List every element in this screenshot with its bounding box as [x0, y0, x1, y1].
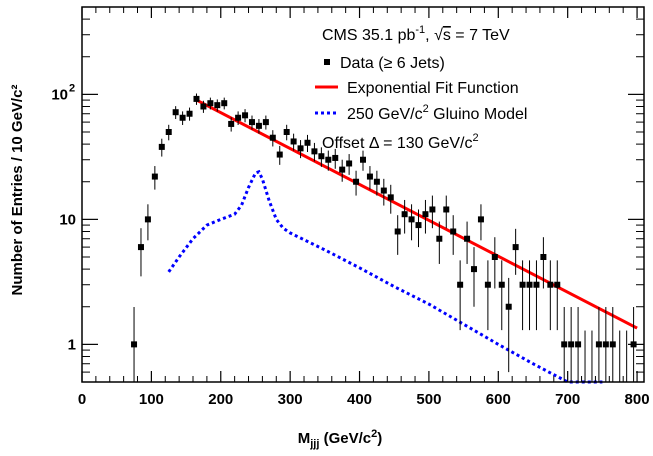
- data-point: [415, 222, 422, 229]
- data-point: [450, 228, 457, 235]
- data-point: [366, 173, 373, 180]
- data-point: [443, 206, 450, 213]
- offset-label: Offset Δ = 130 GeV/c2: [322, 132, 479, 152]
- data-point: [172, 109, 179, 116]
- data-point: [283, 129, 290, 135]
- legend-label-data: Data (≥ 6 Jets): [340, 55, 445, 72]
- data-point: [429, 206, 436, 213]
- data-point: [533, 281, 540, 288]
- data-point: [554, 281, 561, 288]
- data-point: [464, 235, 471, 242]
- data-point: [179, 114, 186, 121]
- x-tick-label: 700: [555, 391, 580, 408]
- data-point: [561, 341, 568, 348]
- y-tick-label: 10: [51, 86, 68, 103]
- data-point: [158, 143, 165, 150]
- data-point: [297, 145, 304, 152]
- data-point: [595, 341, 602, 348]
- data-point: [498, 281, 505, 288]
- data-point: [325, 156, 332, 163]
- data-point: [346, 160, 353, 167]
- x-axis-title: Mjjj (GeV/c2): [298, 428, 382, 450]
- data-point: [339, 166, 346, 173]
- data-point: [137, 244, 144, 251]
- data-point: [609, 341, 616, 348]
- data-point: [401, 211, 408, 218]
- data-point: [484, 281, 491, 288]
- x-tick-label: 500: [416, 391, 441, 408]
- data-point: [353, 178, 360, 185]
- gluino-model-line: [167, 169, 603, 384]
- data-point: [228, 120, 235, 127]
- data-point: [235, 114, 242, 121]
- data-point: [304, 139, 311, 146]
- data-point: [186, 110, 193, 117]
- data-point: [290, 138, 297, 145]
- y-tick-exponent: 2: [69, 82, 75, 94]
- data-point: [255, 122, 262, 129]
- data-point: [318, 153, 325, 160]
- x-tick-label: 0: [78, 391, 86, 408]
- data-point: [262, 119, 269, 126]
- data-point: [568, 341, 575, 348]
- x-tick-label: 300: [278, 391, 303, 408]
- data-point: [214, 102, 221, 109]
- x-tick-label: 400: [347, 391, 372, 408]
- y-tick-label: 10: [59, 211, 76, 228]
- y-tick-label: 1: [68, 336, 76, 353]
- data-point: [380, 187, 387, 194]
- data-point: [394, 228, 401, 235]
- legend: CMS 35.1 pb-1, √s = 7 TeV Data (≥ 6 Jets…: [315, 24, 527, 152]
- data-point: [575, 341, 582, 348]
- data-point: [311, 148, 318, 155]
- x-tick-label: 800: [625, 391, 650, 408]
- data-point: [519, 281, 526, 288]
- data-point: [387, 194, 394, 201]
- data-point: [144, 216, 151, 223]
- data-point: [540, 254, 547, 260]
- legend-label-gluino: 250 GeV/c2 Gluino Model: [347, 103, 527, 123]
- data-point: [165, 129, 172, 135]
- data-point: [422, 211, 429, 218]
- data-point: [242, 112, 249, 119]
- data-point: [221, 100, 228, 107]
- data-point: [505, 303, 512, 310]
- data-point: [193, 95, 200, 102]
- data-point: [547, 281, 554, 288]
- data-point: [436, 235, 443, 242]
- y-axis-title: Number of Entries / 10 GeV/c²: [9, 85, 26, 296]
- x-tick-label: 200: [208, 391, 233, 408]
- data-point: [269, 134, 276, 141]
- data-point: [408, 216, 415, 223]
- x-tick-label: 100: [139, 391, 164, 408]
- data-point: [477, 216, 484, 223]
- data-point: [276, 151, 283, 158]
- data-point: [360, 156, 366, 163]
- legend-label-fit: Exponential Fit Function: [347, 80, 519, 97]
- data-point: [131, 341, 138, 348]
- data-point: [491, 254, 498, 260]
- data-point: [151, 173, 158, 180]
- series-layer: [131, 93, 638, 384]
- data-point: [207, 100, 214, 107]
- data-point: [200, 103, 207, 110]
- legend-header: CMS 35.1 pb-1, √s = 7 TeV: [322, 24, 510, 44]
- x-tick-label: 600: [486, 391, 511, 408]
- data-point: [471, 266, 478, 273]
- data-point: [457, 281, 464, 288]
- legend-marker-data: [324, 59, 330, 65]
- data-point: [332, 154, 339, 161]
- plot-frame: [81, 6, 645, 383]
- data-point: [248, 119, 255, 126]
- data-point: [373, 178, 380, 185]
- data-point: [512, 244, 519, 251]
- data-point: [602, 341, 609, 348]
- data-point: [526, 281, 533, 288]
